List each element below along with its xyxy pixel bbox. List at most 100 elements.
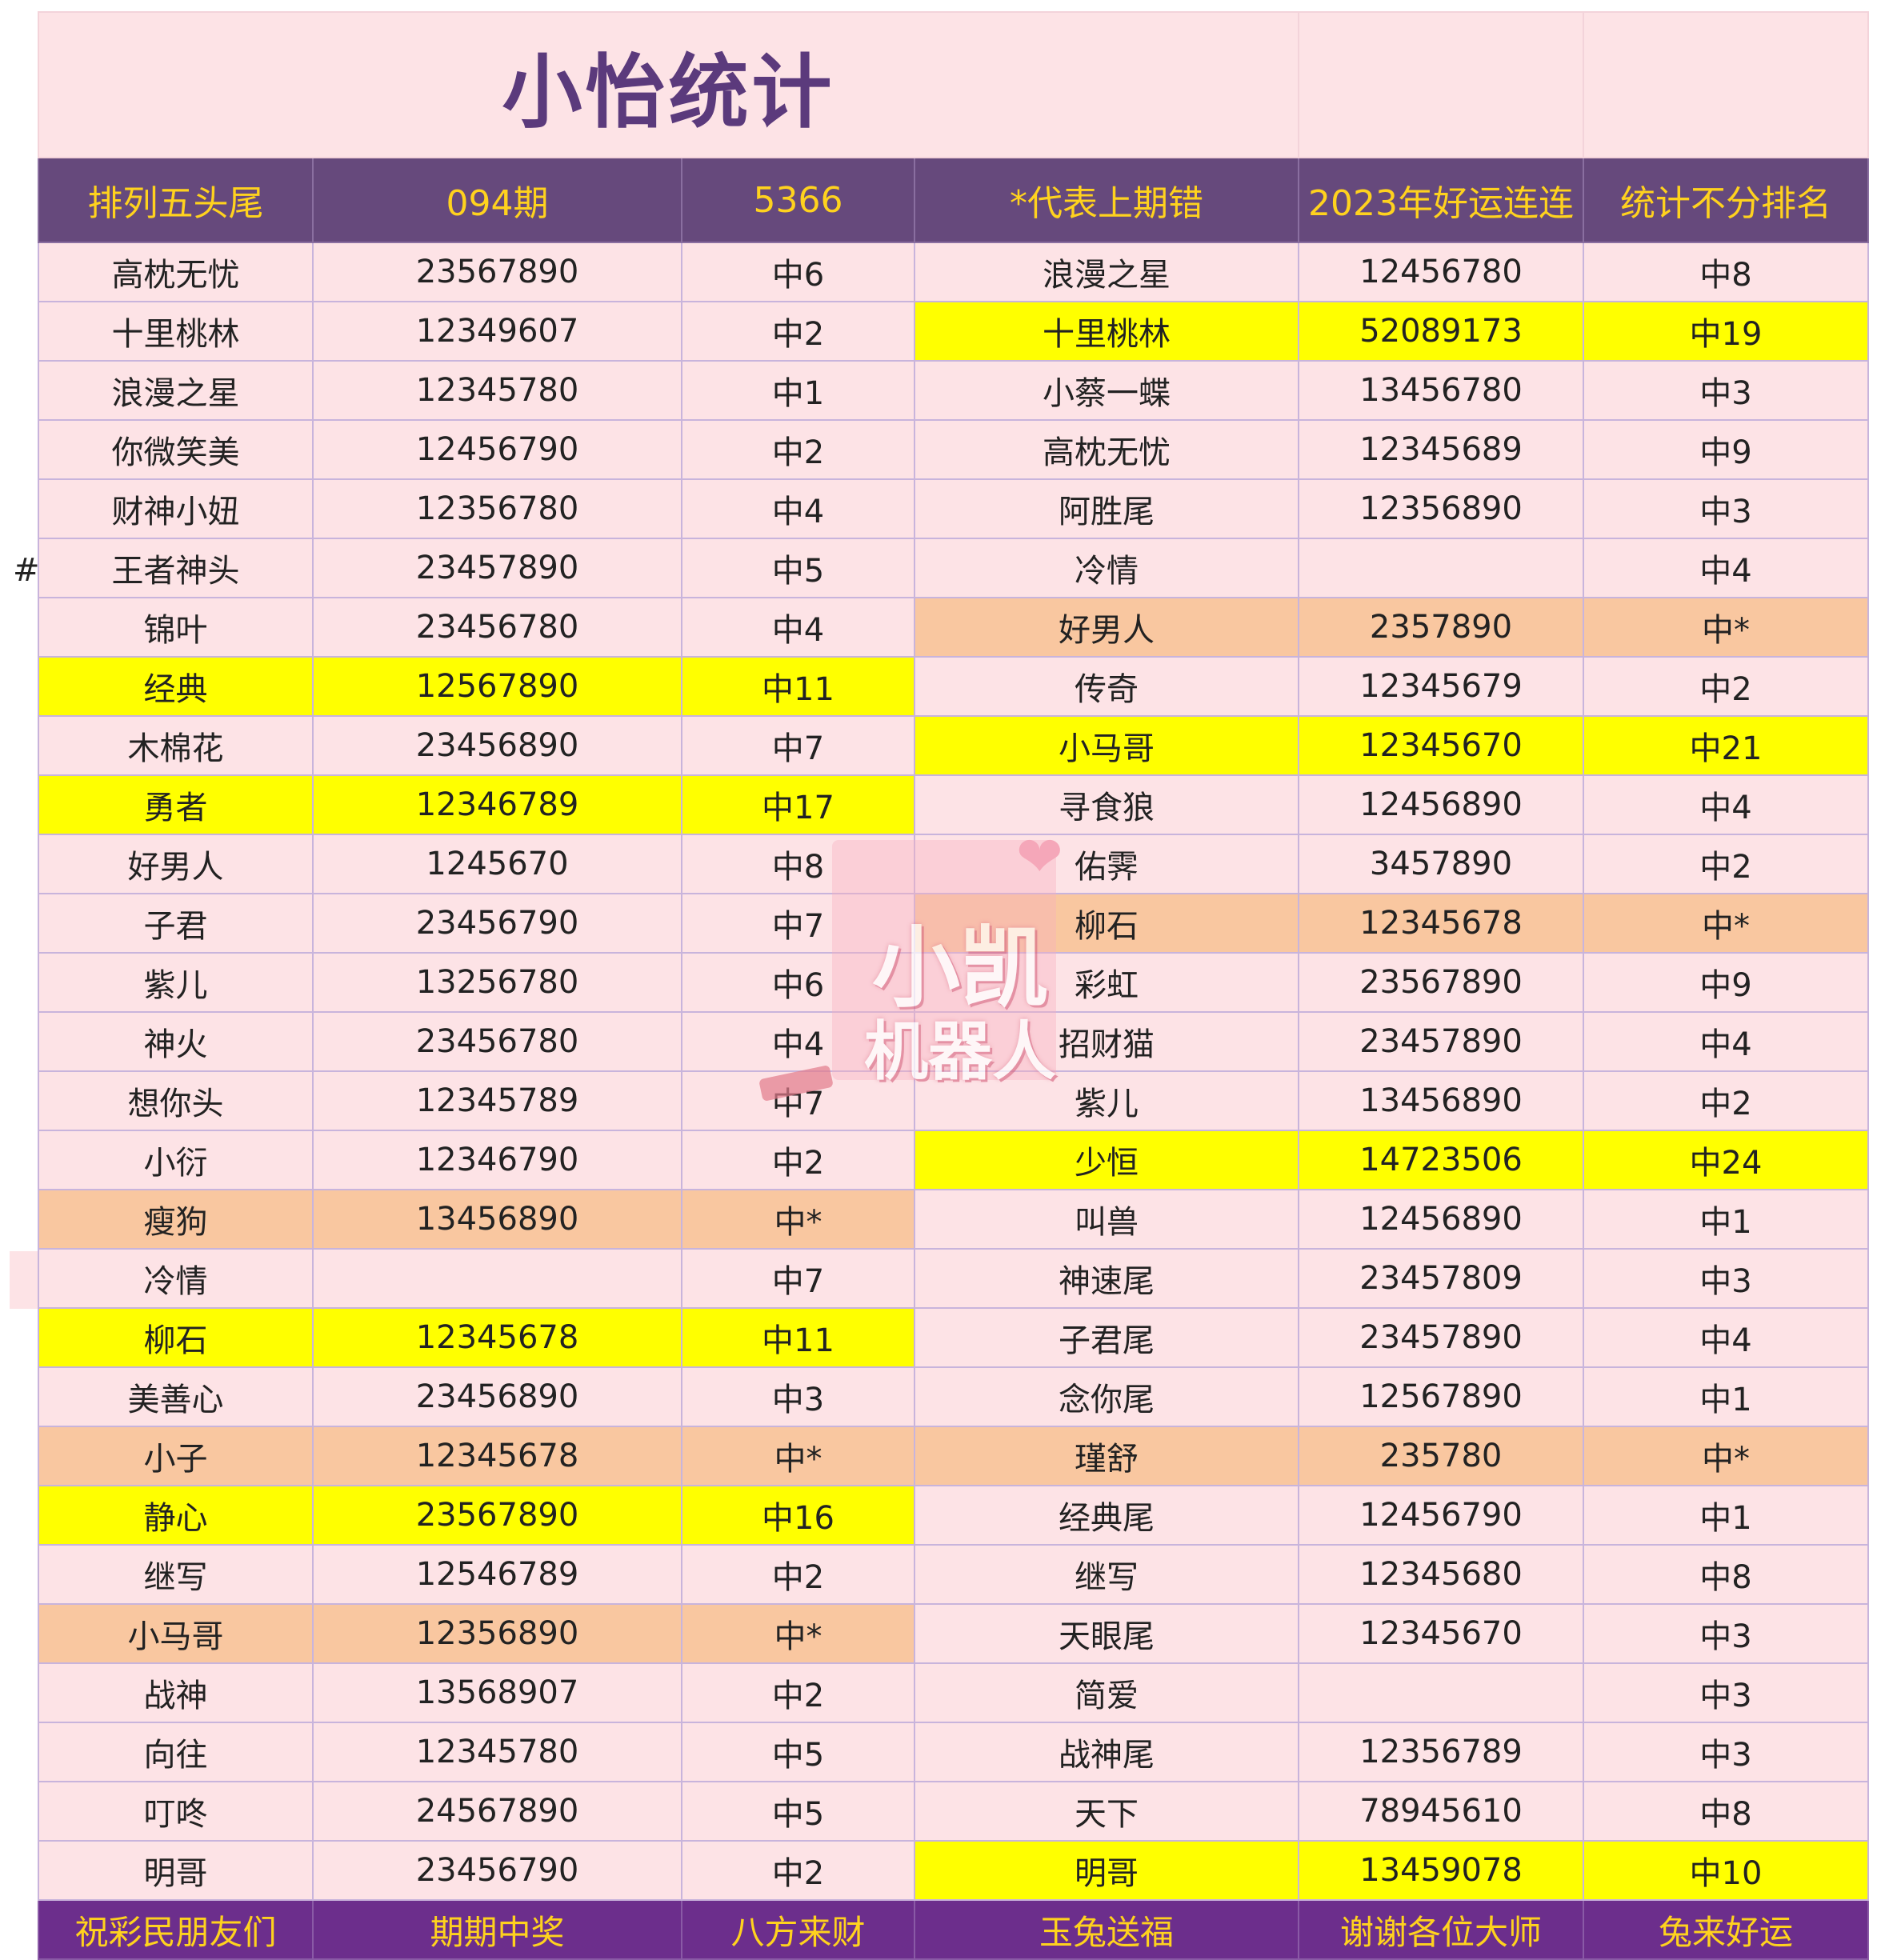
footer-cell: 祝彩民朋友们 [38,1899,314,1960]
table-cell: 中9 [1583,419,1869,480]
table-cell: 战神 [38,1662,314,1723]
table-cell: 想你头 [38,1070,314,1131]
table-cell: 78945610 [1298,1781,1584,1842]
table-cell: 中4 [1583,1307,1869,1368]
table-cell: 瘦狗 [38,1189,314,1250]
table-cell: 小马哥 [38,1603,314,1664]
table-cell: 12567890 [1298,1366,1584,1427]
table-cell: 23456780 [312,597,682,658]
table-cell: 中2 [1583,656,1869,717]
table-cell: 中19 [1583,301,1869,362]
table-cell [1298,538,1584,598]
table-cell: 中4 [1583,538,1869,598]
table-row: 王者神头 23457890 中5 冷情 中4 [38,538,1869,598]
table-row: 你微笑美 12456790 中2 高枕无忧 12345689 中9 [38,419,1869,480]
table-cell: 神速尾 [914,1248,1299,1309]
footer-cell: 期期中奖 [312,1899,682,1960]
table-cell: 佑霁 [914,834,1299,894]
table-row: 十里桃林 12349607 中2 十里桃林 52089173 中19 [38,301,1869,362]
table-cell: 23456890 [312,1366,682,1427]
table-cell: 13568907 [312,1662,682,1723]
table-cell: 中* [681,1426,915,1486]
table-cell: 中9 [1583,952,1869,1013]
table-cell: 中6 [681,952,915,1013]
title-blank-cell [1298,11,1584,158]
page-title: 小怡统计 [38,11,1299,158]
table-cell: 12345789 [312,1070,682,1131]
table-cell: 12456780 [1298,242,1584,302]
table-cell: 23456780 [312,1011,682,1072]
table-cell: 23457890 [1298,1307,1584,1368]
table-cell: 小衍 [38,1130,314,1190]
table-cell: 中2 [681,419,915,480]
table-cell: 中1 [1583,1189,1869,1250]
table-cell: 12356780 [312,478,682,539]
table-cell: 23456790 [312,893,682,954]
header-cell: 5366 [681,157,915,243]
table-cell: 锦叶 [38,597,314,658]
table-row: 小子 12345678 中* 瑾舒 235780 中* [38,1426,1869,1486]
stats-table: 小怡统计 排列五头尾 094期 5366 *代表上期错 2023年好运连连 统计… [38,11,1869,1960]
table-cell: 中11 [681,1307,915,1368]
table-row: 高枕无忧 23567890 中6 浪漫之星 12456780 中8 [38,242,1869,302]
table-row: 瘦狗 13456890 中* 叫兽 12456890 中1 [38,1189,1869,1250]
table-cell: 紫儿 [914,1070,1299,1131]
table-row: 木棉花 23456890 中7 小马哥 12345670 中21 [38,715,1869,776]
table-cell: 13456890 [312,1189,682,1250]
table-cell: 寻食狼 [914,774,1299,835]
table-cell: 12346789 [312,774,682,835]
table-cell: 天下 [914,1781,1299,1842]
table-cell: 浪漫之星 [914,242,1299,302]
table-cell: 中2 [681,1662,915,1723]
table-cell: 2357890 [1298,597,1584,658]
table-row: 勇者 12346789 中17 寻食狼 12456890 中4 [38,774,1869,835]
table-cell: 勇者 [38,774,314,835]
table-cell: 中* [681,1603,915,1664]
table-cell: 中3 [1583,1722,1869,1782]
table-cell: 子君 [38,893,314,954]
table-cell: 中2 [1583,834,1869,894]
table-cell: 中3 [1583,1603,1869,1664]
table-row: 明哥 23456790 中2 明哥 13459078 中10 [38,1840,1869,1901]
table-cell: 浪漫之星 [38,360,314,421]
table-row: 神火 23456780 中4 招财猫 23457890 中4 [38,1011,1869,1072]
footer-cell: 谢谢各位大师 [1298,1899,1584,1960]
table-cell: 12356890 [1298,478,1584,539]
table-cell: 传奇 [914,656,1299,717]
table-cell: 13456890 [1298,1070,1584,1131]
table-cell: 中7 [681,1070,915,1131]
table-row: 锦叶 23456780 中4 好男人 2357890 中* [38,597,1869,658]
table-cell: 12345780 [312,360,682,421]
table-row: 紫儿 13256780 中6 彩虹 23567890 中9 [38,952,1869,1013]
table-row: 经典 12567890 中11 传奇 12345679 中2 [38,656,1869,717]
table-cell: 财神小妞 [38,478,314,539]
table-cell: 冷情 [914,538,1299,598]
header-cell: 094期 [312,157,682,243]
table-row: 柳石 12345678 中11 子君尾 23457890 中4 [38,1307,1869,1368]
table-cell: 少恒 [914,1130,1299,1190]
table-cell: 简爱 [914,1662,1299,1723]
title-blank-cell [1583,11,1869,158]
table-cell: 12456890 [1298,1189,1584,1250]
table-cell: 继写 [38,1544,314,1605]
table-row: 战神 13568907 中2 简爱 中3 [38,1662,1869,1723]
table-cell: 中6 [681,242,915,302]
table-cell: 13256780 [312,952,682,1013]
table-cell: 高枕无忧 [38,242,314,302]
table-cell: 中3 [1583,1248,1869,1309]
table-row: 冷情 中7 神速尾 23457809 中3 [38,1248,1869,1309]
table-cell: 中8 [681,834,915,894]
table-cell: 向往 [38,1722,314,1782]
table-cell: 紫儿 [38,952,314,1013]
table-cell: 23567890 [312,1485,682,1546]
table-cell: 经典 [38,656,314,717]
table-cell: 小马哥 [914,715,1299,776]
table-cell: 12346790 [312,1130,682,1190]
table-cell: 23456890 [312,715,682,776]
table-cell: 中* [1583,1426,1869,1486]
table-cell: 12456790 [1298,1485,1584,1546]
table-cell: 12567890 [312,656,682,717]
table-row: 浪漫之星 12345780 中1 小蔡一蝶 13456780 中3 [38,360,1869,421]
table-cell: 中16 [681,1485,915,1546]
title-row: 小怡统计 [38,11,1869,158]
